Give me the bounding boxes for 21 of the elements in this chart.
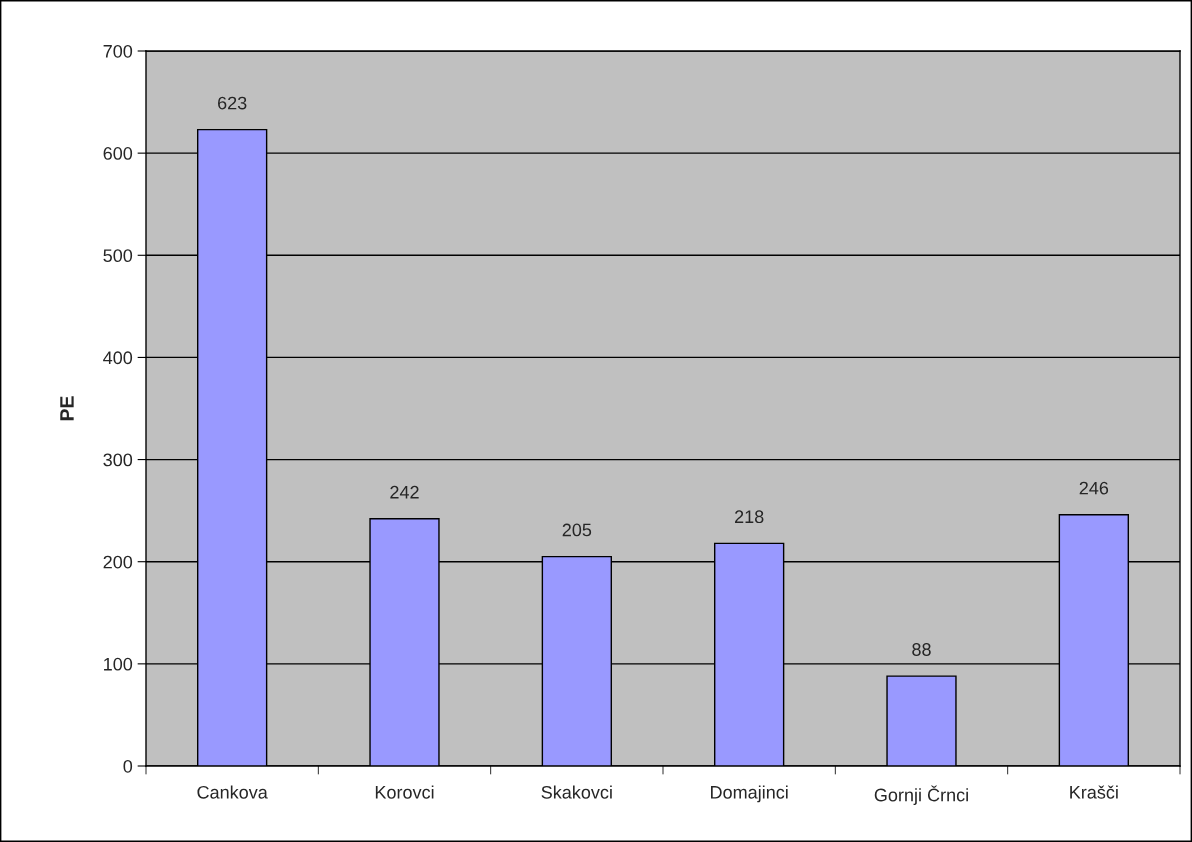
data-label: 242 (390, 485, 419, 499)
data-label: 623 (218, 96, 247, 110)
x-tick-label: Cankova (197, 785, 268, 799)
x-tick-label: Skakovci (541, 785, 612, 799)
data-label: 246 (1079, 481, 1109, 495)
data-label: 88 (912, 643, 931, 656)
y-axis-title: PE (60, 396, 74, 421)
y-tick-label: 200 (103, 555, 133, 569)
x-tick-label: Krašči (1070, 785, 1118, 799)
x-tick-label: Domajinci (711, 785, 788, 803)
x-tick-label: Gornji Črnci (874, 785, 968, 805)
y-tick-label: 0 (123, 759, 133, 773)
data-label: 205 (562, 523, 592, 537)
y-tick-label: 600 (103, 147, 133, 160)
y-tick-label: 400 (103, 351, 133, 365)
y-tick-label: 500 (103, 249, 133, 263)
x-tick-label: Korovci (375, 785, 434, 799)
y-tick-label: 700 (103, 44, 133, 58)
y-tick-label: 100 (104, 657, 133, 671)
y-tick-label: 300 (103, 453, 133, 467)
data-label: 218 (735, 510, 764, 524)
